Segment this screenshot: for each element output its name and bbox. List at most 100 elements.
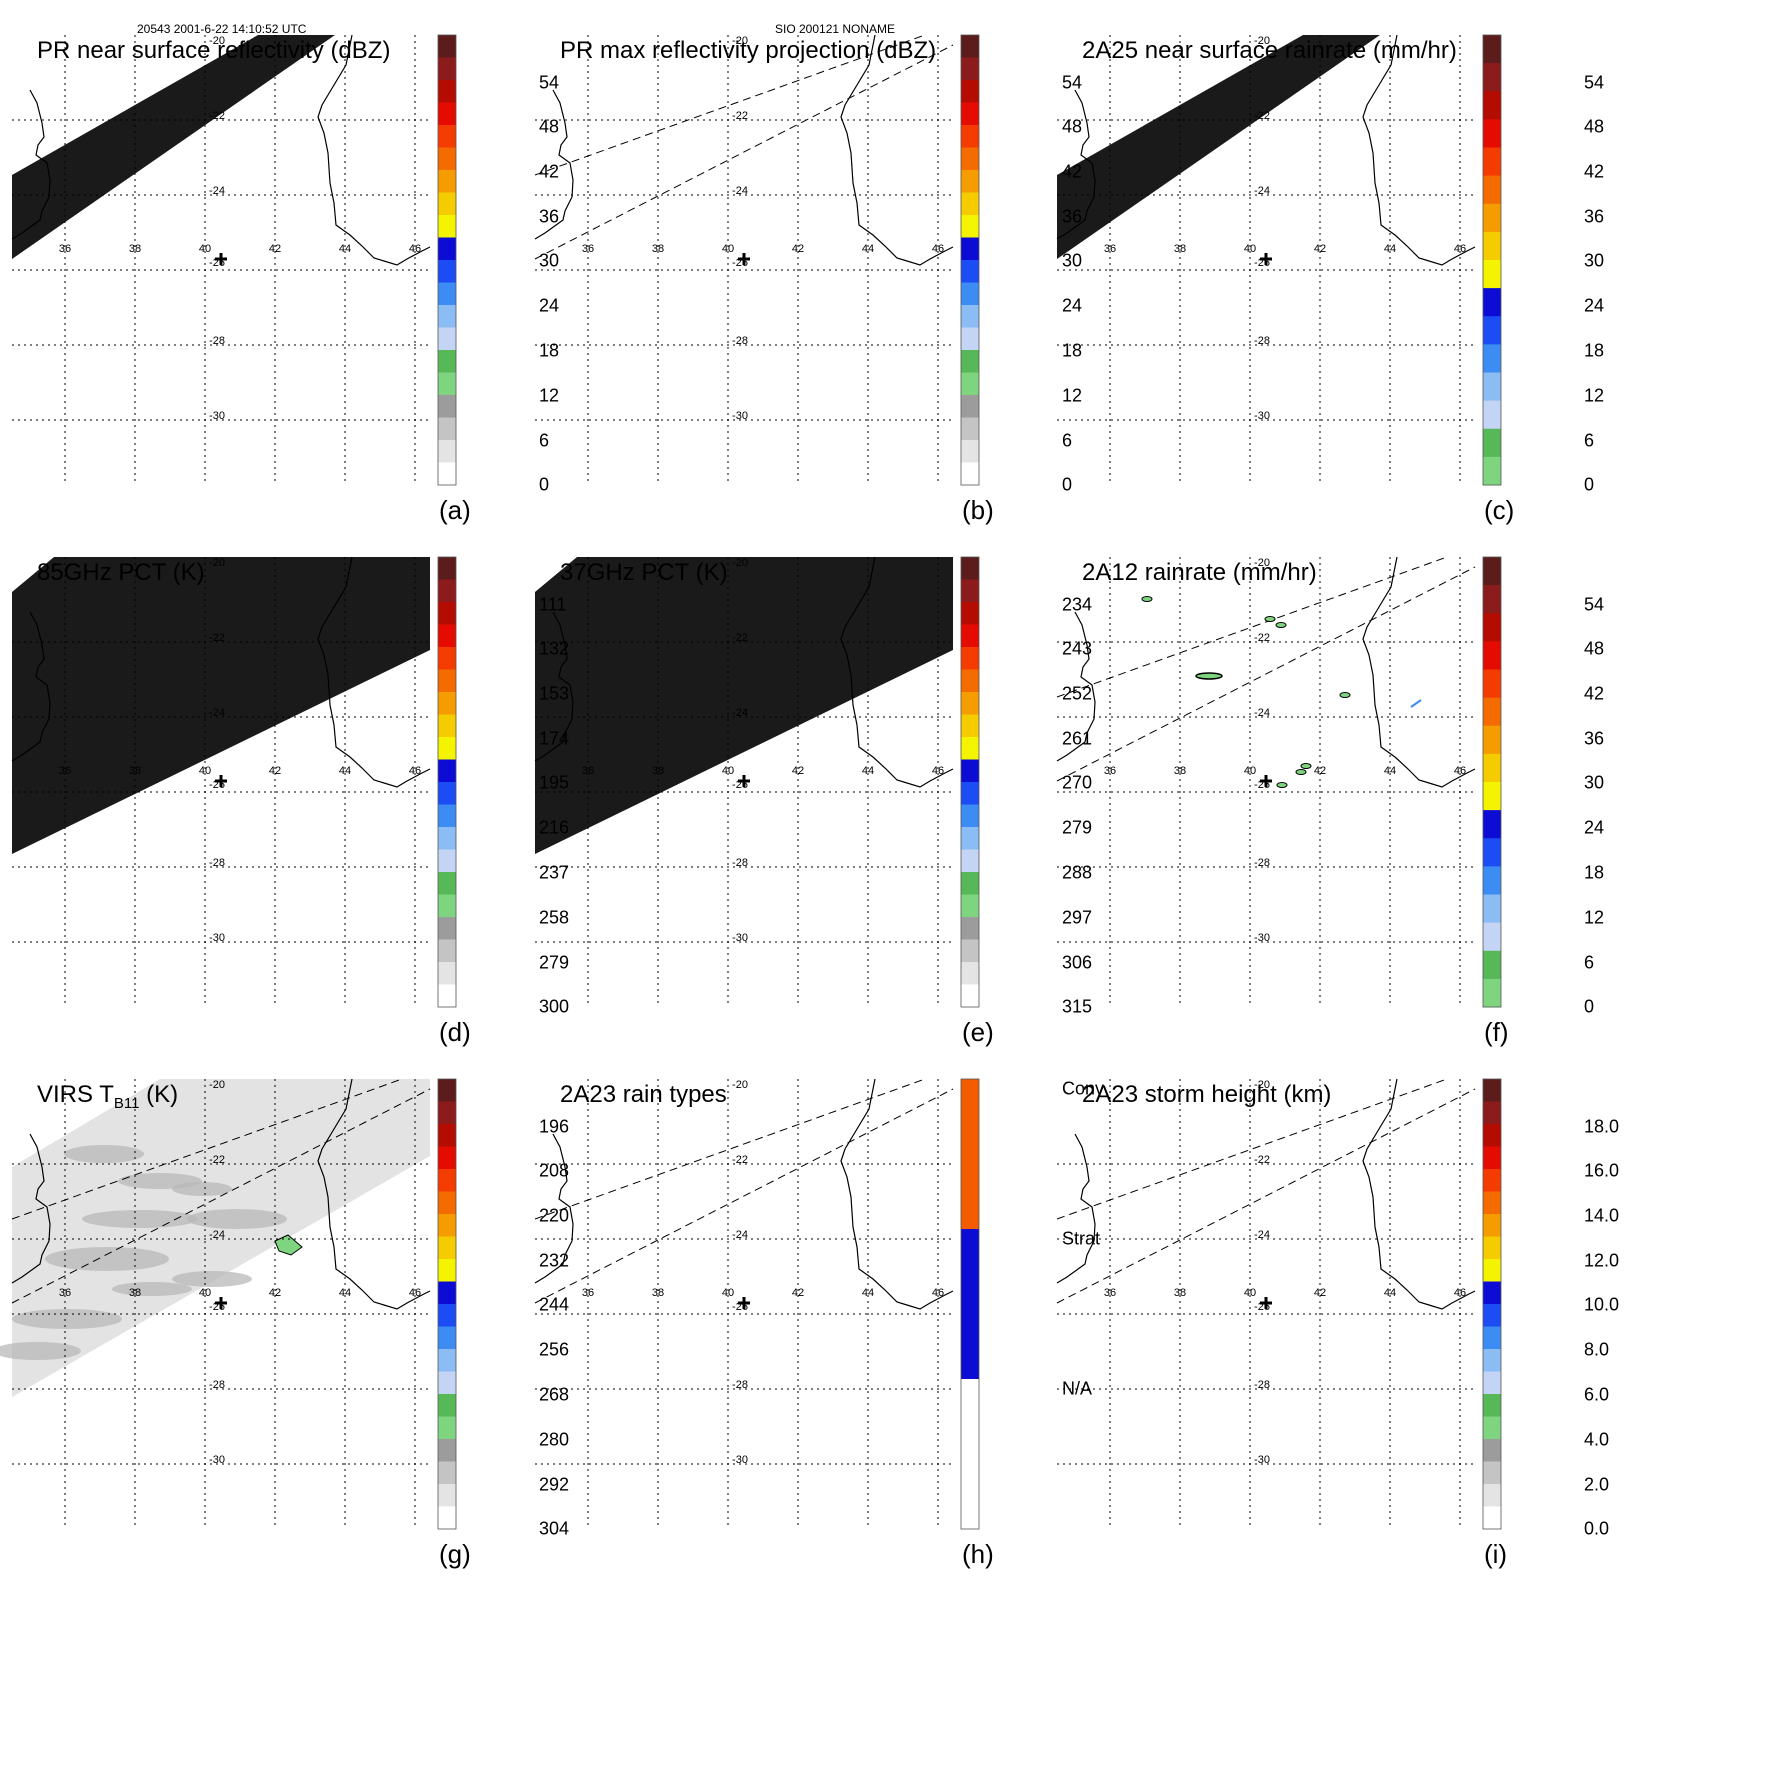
longitude-label: 42 — [268, 765, 282, 777]
map-canvas-h — [534, 1078, 980, 1530]
colorbar-tick: 279 — [1062, 817, 1093, 838]
latitude-label: -22 — [732, 632, 748, 644]
rain-cell — [1264, 616, 1276, 622]
map-canvas-f — [1056, 556, 1502, 1008]
panel-title-b: PR max reflectivity projection (dBZ) — [560, 37, 937, 64]
colorbar-tick: 48 — [1584, 638, 1605, 659]
storm-center-marker — [215, 1297, 227, 1309]
colorbar-tick: 54 — [1584, 594, 1605, 615]
cold-cloud-patch — [274, 1234, 303, 1256]
colorbar-tick: 6 — [1584, 952, 1595, 973]
colorbar-tick: 237 — [539, 862, 570, 883]
map-panel-b: PR max reflectivity projection (dBZ) (b) 5… — [534, 34, 1082, 575]
longitude-label: 40 — [198, 765, 212, 777]
longitude-label: 36 — [58, 1287, 72, 1299]
colorbar-tick: 0.0 — [1584, 1518, 1610, 1539]
map-canvas-i — [1056, 1078, 1502, 1530]
latitude-label: -24 — [209, 707, 225, 719]
rain-cell — [1141, 596, 1153, 602]
storm-center-marker — [1260, 775, 1272, 787]
longitude-label: 38 — [1173, 243, 1187, 255]
latitude-label: -30 — [209, 410, 225, 422]
longitude-label: 44 — [861, 1287, 875, 1299]
colorbar-tick: 195 — [539, 772, 570, 793]
panel-title-c: 2A25 near surface rainrate (mm/hr) — [1082, 37, 1457, 64]
colorbar-tick: 300 — [539, 996, 570, 1017]
latitude-label: -26 — [209, 779, 225, 791]
colorbar-tick: 18 — [1584, 340, 1605, 361]
storm-name-header: SIO 200121 NONAME — [775, 22, 896, 36]
colorbar-tick: 4.0 — [1584, 1429, 1610, 1450]
longitude-label: 44 — [338, 765, 352, 777]
panel-label-e: (e) — [962, 1017, 994, 1047]
latitude-label: -24 — [732, 1229, 748, 1241]
colorbar-c — [1482, 34, 1502, 486]
colorbar-tick: 30 — [1584, 772, 1605, 793]
tmi-swath — [12, 557, 430, 854]
longitude-label: 42 — [1313, 765, 1327, 777]
colorbar-tick: 2.0 — [1584, 1474, 1610, 1495]
longitude-label: 36 — [1103, 243, 1117, 255]
longitude-label: 46 — [408, 243, 422, 255]
longitude-label: 42 — [268, 243, 282, 255]
map-panel-f: 2A12 rainrate (mm/hr) (f) 54 48 42 36 30 24 18 12… — [1056, 556, 1604, 1097]
latitude-label: -26 — [209, 1301, 225, 1313]
colorbar-tick: 0 — [1584, 474, 1595, 495]
coastline-west — [534, 89, 574, 240]
colorbar-tick: 48 — [539, 116, 560, 137]
colorbar-tick: 232 — [539, 1250, 570, 1271]
latitude-label: -28 — [732, 857, 748, 869]
latitude-label: -26 — [209, 257, 225, 269]
colorbar-tick: 18 — [1584, 862, 1605, 883]
colorbar-tick: 10.0 — [1584, 1294, 1620, 1315]
map-panel-i: 2A23 storm height (km) (i) 18.0 16.0 14.0 12.… — [1056, 1078, 1619, 1619]
colorbar-tick: 12.0 — [1584, 1250, 1620, 1271]
longitude-label: 42 — [791, 243, 805, 255]
coastline-east — [840, 34, 954, 266]
cloud-patch — [82, 1210, 198, 1228]
colorbar-tick: 292 — [539, 1474, 570, 1495]
longitude-label: 46 — [1453, 1287, 1467, 1299]
longitude-label: 46 — [931, 765, 945, 777]
longitude-label: 42 — [1313, 243, 1327, 255]
map-canvas-g — [0, 1078, 457, 1530]
longitude-label: 46 — [1453, 765, 1467, 777]
cloud-patch — [187, 1209, 287, 1229]
latitude-label: -20 — [209, 35, 225, 47]
colorbar-tick: 304 — [539, 1518, 570, 1539]
latitude-label: -26 — [1254, 257, 1270, 269]
colorbar-tick: 0 — [539, 474, 550, 495]
longitude-label: 38 — [651, 243, 665, 255]
cloud-patch — [112, 1282, 192, 1296]
storm-center-marker — [215, 775, 227, 787]
colorbar-tick: 0 — [1584, 996, 1595, 1017]
colorbar-tick: 6.0 — [1584, 1384, 1610, 1405]
colorbar-tick: 36 — [539, 206, 560, 227]
colorbar-tick: 54 — [539, 72, 560, 93]
map-canvas-c — [1056, 34, 1502, 486]
latitude-label: -20 — [209, 557, 225, 569]
colorbar-tick: 258 — [539, 907, 570, 928]
longitude-label: 38 — [1173, 765, 1187, 777]
colorbar-tick: 42 — [1584, 161, 1605, 182]
map-panel-e: 37GHz PCT (K) (e) 234 243 252 261 270 279 288 297… — [534, 556, 1092, 1097]
storm-center-marker — [1260, 253, 1272, 265]
longitude-label: 40 — [1243, 765, 1257, 777]
coastline-east — [1362, 34, 1476, 266]
longitude-label: 36 — [581, 765, 595, 777]
longitude-label: 44 — [1383, 765, 1397, 777]
map-panel-g: VIRS TB11 (K) (g) 196 208 220 232 244 256 268 280… — [0, 1078, 569, 1619]
colorbar-tick: 18.0 — [1584, 1116, 1620, 1137]
latitude-label: -22 — [209, 1154, 225, 1166]
colorbar-tick: 24 — [539, 295, 560, 316]
longitude-label: 40 — [1243, 243, 1257, 255]
coastline-east — [317, 34, 431, 266]
colorbar-tick: 270 — [1062, 772, 1093, 793]
latitude-label: -22 — [209, 632, 225, 644]
map-canvas-a — [11, 34, 457, 486]
coastline-east — [1362, 1078, 1476, 1310]
longitude-label: 42 — [791, 765, 805, 777]
latitude-label: -26 — [732, 779, 748, 791]
latitude-label: -30 — [209, 932, 225, 944]
title-main: VIRS T — [37, 1081, 114, 1108]
